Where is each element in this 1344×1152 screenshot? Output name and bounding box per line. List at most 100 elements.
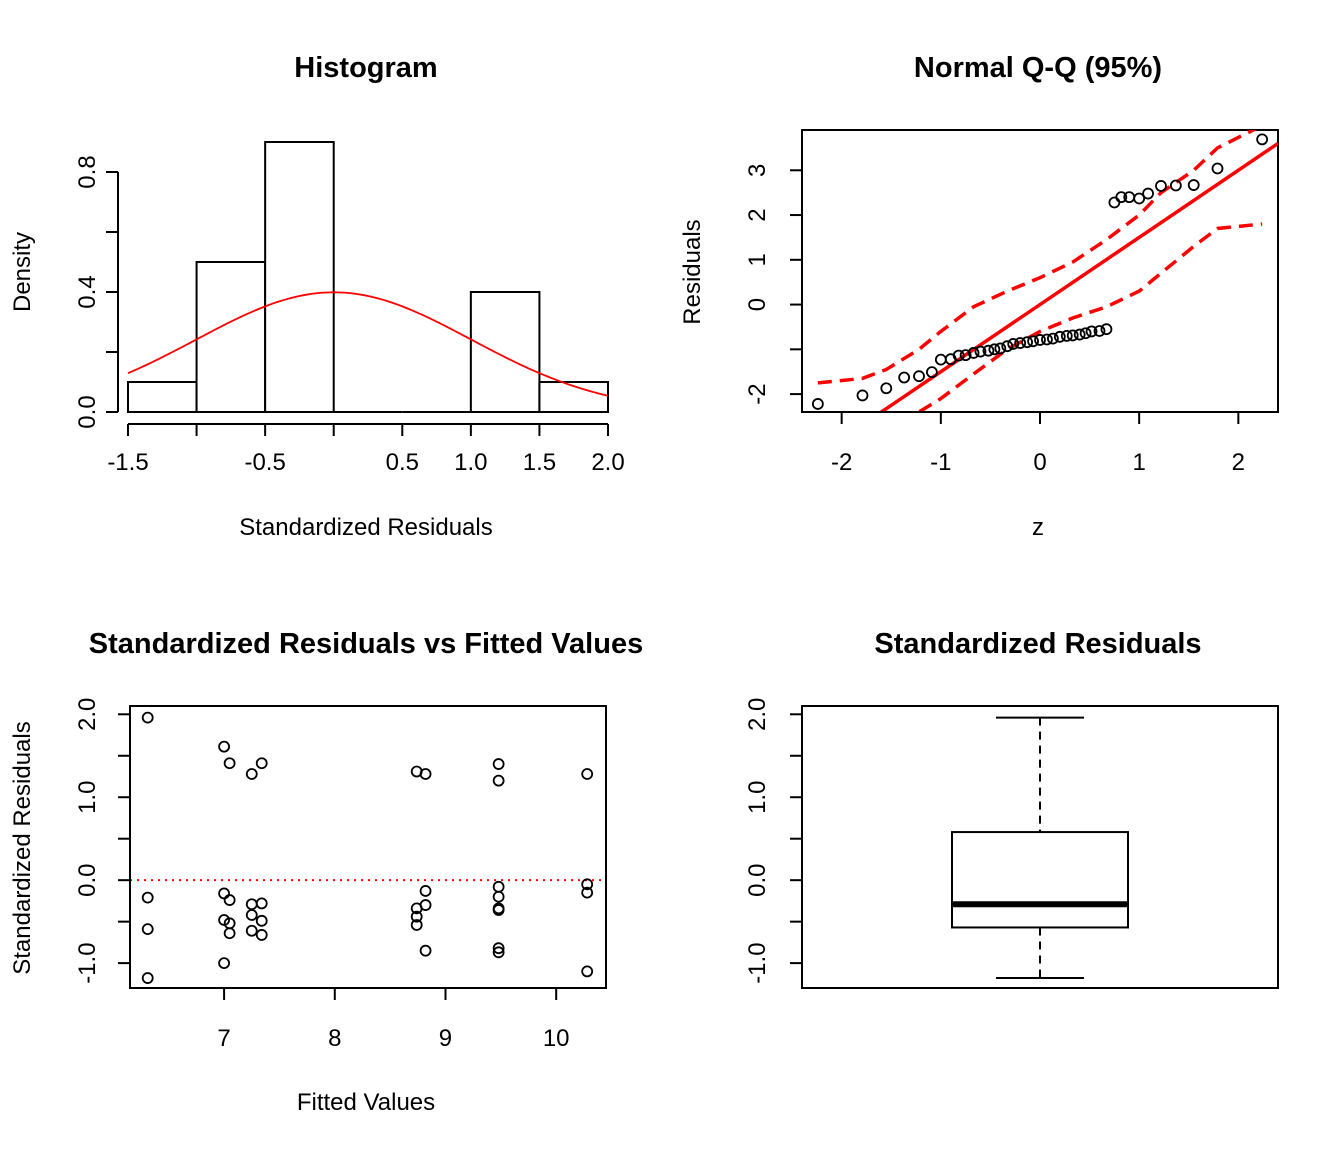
data-point [492,904,505,916]
data-point [1155,180,1167,192]
data-point [581,878,594,891]
data-point [492,942,505,955]
reference-line [878,141,1278,412]
y-tick-label: 2.0 [74,698,101,731]
x-tick-label: 7 [217,1025,230,1052]
data-point [1007,338,1020,350]
data-point [223,894,236,906]
data-point [218,887,230,900]
data-point [1041,333,1053,346]
y-tick-label: -1.0 [744,942,771,983]
interquartile-box [951,831,1129,929]
y-axis-label: Residuals [679,219,706,324]
y-tick-label: 0.0 [74,395,101,428]
plot-frame [129,705,607,989]
data-point [410,910,423,923]
data-point [245,924,258,937]
lower-confidence-band [914,222,1263,412]
data-point [967,347,980,359]
data-point [1073,328,1086,341]
qq-plot-area [817,130,1278,412]
data-point [1108,196,1121,209]
x-tick-label: -1 [930,449,951,476]
boxplot-panel: Standardized Residuals -1.0 0.0 1.0 2.0 [744,628,1279,989]
chart-title: Histogram [294,52,437,84]
data-point [581,886,594,899]
y-axis-label: Standardized Residuals [9,721,36,975]
y-tick-label: 1 [744,253,771,266]
data-point [141,972,154,984]
data-point [223,757,236,770]
y-tick-label: 3 [744,164,771,177]
data-point [245,768,258,780]
y-tick-label: 0 [744,298,771,311]
data-point [419,944,432,957]
y-tick-label: 0.0 [74,863,101,896]
data-point [1169,179,1182,192]
density-curve [127,291,609,397]
histogram-bar [469,291,541,413]
data-point [581,965,594,978]
data-point [419,885,432,897]
data-point [974,345,987,358]
x-tick-label: 0 [1033,449,1046,476]
data-point [1211,162,1224,175]
x-tick-label: 1.0 [454,449,487,476]
data-point [410,902,423,915]
residuals-vs-fitted-panel: Standardized Residuals vs Fitted Values F… [9,628,643,1116]
data-point [1100,323,1113,336]
data-point [1142,187,1154,200]
chart-title: Standardized Residuals vs Fitted Values [89,628,643,660]
data-point [1001,340,1014,353]
data-point [255,897,268,910]
data-point [1093,325,1106,337]
data-point [492,774,505,787]
x-tick-label: 0.5 [386,449,419,476]
y-tick-label: 1.0 [74,781,101,814]
chart-title: Standardized Residuals [874,628,1201,660]
x-axis-label: Fitted Values [297,1089,435,1116]
histogram-bar [195,261,267,413]
data-point [926,366,938,379]
x-tick-label: 9 [439,1025,452,1052]
data-point [880,382,893,395]
data-point [1027,335,1039,348]
data-point [1187,179,1200,191]
x-tick-label: 1 [1132,449,1145,476]
data-point [255,757,268,770]
data-point [223,927,236,940]
data-point [255,914,268,927]
data-point [141,923,154,936]
data-point [994,342,1007,355]
data-point [245,909,258,921]
y-tick-label: -2 [744,383,771,404]
data-point [1079,327,1092,340]
data-point [934,353,947,366]
data-point [959,349,972,362]
data-point [856,389,869,402]
data-point [492,758,505,770]
data-point [1066,329,1079,342]
data-point [1053,330,1066,343]
data-point [988,343,1001,356]
data-point [255,929,268,941]
data-point [141,891,154,904]
data-point [141,711,154,724]
data-point [982,344,995,357]
data-point [1115,191,1128,204]
data-point [1085,325,1098,338]
data-point [492,946,505,959]
data-point [218,740,230,753]
y-tick-label: 0.4 [74,275,101,308]
data-point [952,349,965,362]
data-point [492,890,505,903]
chart-title: Normal Q-Q (95%) [914,52,1162,84]
upper-confidence-band [817,130,1258,385]
y-tick-label: 1.0 [744,781,771,814]
x-tick-label: 2.0 [591,449,624,476]
y-axis-label: Density [9,232,36,312]
data-point [1014,337,1027,349]
data-point [898,371,911,384]
data-point [218,957,230,970]
